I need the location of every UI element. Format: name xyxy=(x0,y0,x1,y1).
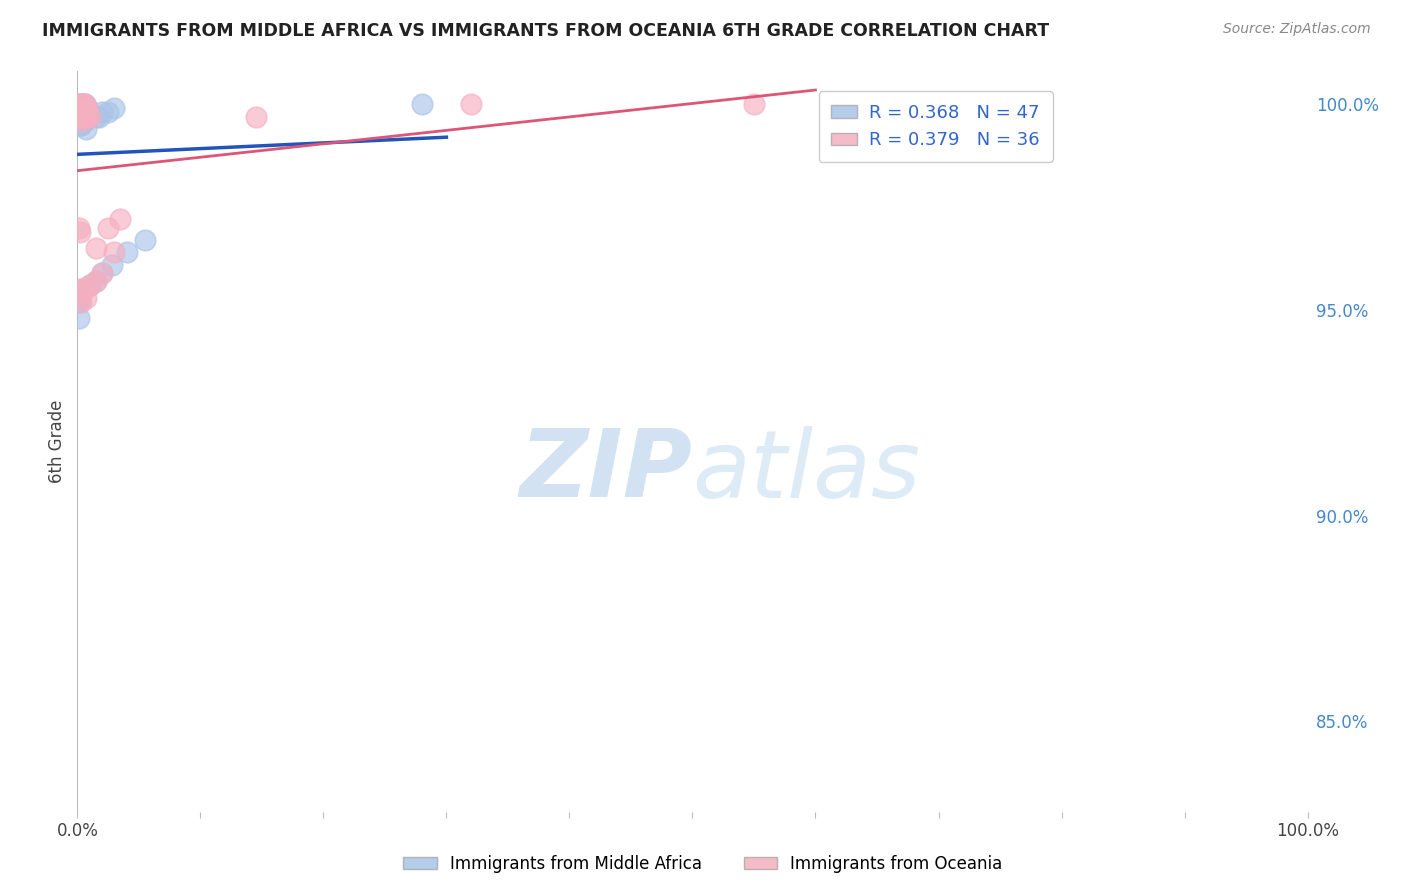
Point xyxy=(75,291,97,305)
Point xyxy=(70,97,93,112)
Point xyxy=(84,110,107,124)
Point xyxy=(84,241,107,255)
Point xyxy=(70,110,93,124)
Point xyxy=(70,105,93,120)
Point xyxy=(72,110,94,124)
Point xyxy=(72,97,94,112)
Point xyxy=(72,97,94,112)
Point xyxy=(97,220,120,235)
Point xyxy=(79,278,101,293)
Point xyxy=(84,274,107,288)
Point xyxy=(76,101,98,115)
Text: atlas: atlas xyxy=(693,425,921,516)
Point xyxy=(115,245,138,260)
Point xyxy=(67,291,90,305)
Point xyxy=(75,105,97,120)
Point xyxy=(742,97,765,112)
Point xyxy=(70,105,93,120)
Point xyxy=(70,97,93,112)
Point xyxy=(70,101,93,115)
Text: Source: ZipAtlas.com: Source: ZipAtlas.com xyxy=(1223,22,1371,37)
Point xyxy=(76,101,98,115)
Point xyxy=(73,110,96,124)
Point xyxy=(103,245,125,260)
Point xyxy=(67,311,90,326)
Point xyxy=(72,101,94,115)
Y-axis label: 6th Grade: 6th Grade xyxy=(48,400,66,483)
Point xyxy=(245,110,267,124)
Point xyxy=(79,278,101,293)
Point xyxy=(70,105,93,120)
Point xyxy=(70,113,93,128)
Point xyxy=(75,105,97,120)
Point xyxy=(70,101,93,115)
Point xyxy=(75,101,97,115)
Point xyxy=(90,266,114,280)
Point xyxy=(73,105,96,120)
Point xyxy=(76,110,98,124)
Point xyxy=(89,110,111,124)
Point xyxy=(67,220,90,235)
Legend: Immigrants from Middle Africa, Immigrants from Oceania: Immigrants from Middle Africa, Immigrant… xyxy=(396,848,1010,880)
Point xyxy=(79,105,101,120)
Point xyxy=(70,101,93,115)
Point xyxy=(73,113,96,128)
Point xyxy=(75,122,97,136)
Point xyxy=(70,282,93,296)
Point xyxy=(69,286,91,301)
Point xyxy=(73,282,96,296)
Point xyxy=(70,97,93,112)
Point xyxy=(76,110,98,124)
Point xyxy=(73,101,96,115)
Point xyxy=(69,225,91,239)
Point xyxy=(73,105,96,120)
Point xyxy=(70,110,93,124)
Point xyxy=(101,258,124,272)
Point xyxy=(70,113,93,128)
Point xyxy=(90,266,114,280)
Point xyxy=(97,105,120,120)
Text: ZIP: ZIP xyxy=(520,425,693,517)
Point xyxy=(67,294,90,309)
Point xyxy=(69,97,91,112)
Point xyxy=(90,105,114,120)
Text: IMMIGRANTS FROM MIDDLE AFRICA VS IMMIGRANTS FROM OCEANIA 6TH GRADE CORRELATION C: IMMIGRANTS FROM MIDDLE AFRICA VS IMMIGRA… xyxy=(42,22,1049,40)
Point xyxy=(70,101,93,115)
Point xyxy=(72,110,94,124)
Point xyxy=(70,97,93,112)
Point xyxy=(134,233,156,247)
Point xyxy=(70,118,93,132)
Point xyxy=(69,118,91,132)
Point xyxy=(70,113,93,128)
Point xyxy=(103,101,125,115)
Point xyxy=(73,110,96,124)
Point xyxy=(84,274,107,288)
Point xyxy=(69,101,91,115)
Point xyxy=(73,97,96,112)
Point xyxy=(75,101,97,115)
Point xyxy=(73,97,96,112)
Point xyxy=(411,97,433,112)
Point xyxy=(72,101,94,115)
Point xyxy=(110,212,132,227)
Point xyxy=(79,110,101,124)
Point xyxy=(70,294,93,309)
Point xyxy=(460,97,482,112)
Point xyxy=(903,110,925,124)
Point xyxy=(70,110,93,124)
Point xyxy=(72,113,94,128)
Legend: R = 0.368   N = 47, R = 0.379   N = 36: R = 0.368 N = 47, R = 0.379 N = 36 xyxy=(818,92,1053,161)
Point xyxy=(70,282,93,296)
Point xyxy=(72,105,94,120)
Point xyxy=(72,105,94,120)
